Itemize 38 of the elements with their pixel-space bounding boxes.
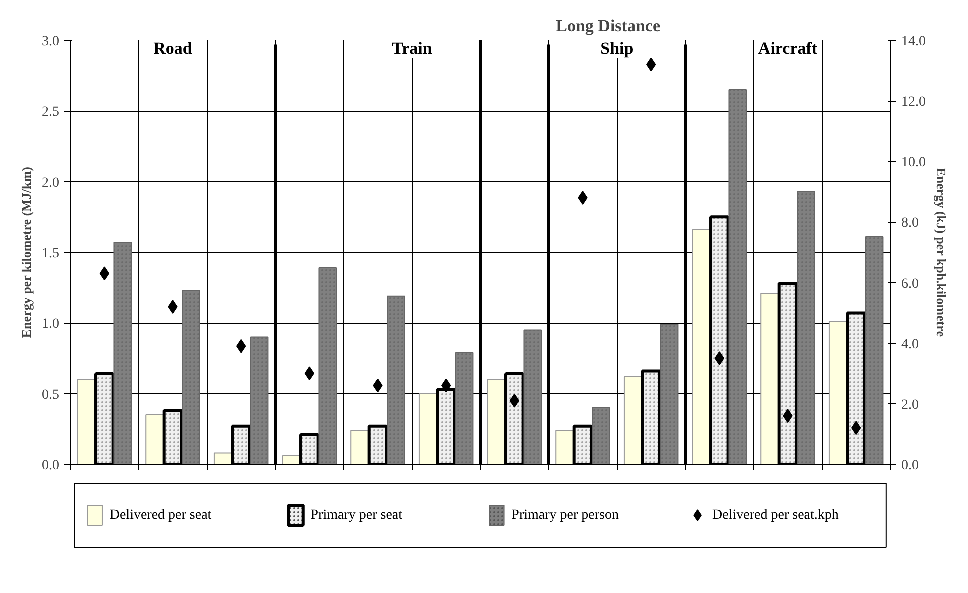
y-tick-label: 1.5 [42,246,60,262]
point [714,352,724,366]
y2-tick-label: 2.0 [902,398,919,413]
bar [692,229,711,464]
y2-axis-title: Energy (kJ) per kph.kilometre [934,168,949,338]
bar [624,376,642,464]
y-tick-label: 1.0 [42,317,60,332]
bar [146,414,164,464]
bar [556,430,574,464]
y-tick-label: 2.5 [42,105,60,120]
y2-tick-label: 14.0 [902,34,926,50]
bar [214,452,232,464]
y2-tick-label: 0.0 [902,458,919,474]
y-tick-label: 0.0 [42,458,60,474]
bar [760,292,779,464]
y2-tick-label: 10.0 [902,156,926,171]
annotation: Road [154,39,193,58]
y-axis-title: Energy per kilometre (MJ/km) [19,167,34,338]
y-tick-label: 0.5 [42,388,60,403]
y2-tick-label: 8.0 [902,216,919,232]
y2-tick-label: 6.0 [902,276,919,292]
y2-tick-label: 4.0 [902,337,919,352]
y-tick-label: 2.0 [42,176,60,191]
y-tick-label: 3.0 [42,34,60,50]
legend-label: Delivered per seat [110,508,212,523]
annotation: Train [392,39,433,58]
legend-label: Primary per seat [310,508,403,523]
legend-label: Delivered per seat.kph [712,508,839,523]
text: Long Distance [556,16,661,36]
y2-tick-label: 12.0 [902,95,926,110]
bar [350,430,369,464]
bar [487,379,506,464]
bar [418,393,438,464]
legend-label: Primary per person [512,508,619,523]
bar [828,321,848,464]
annotation: Ship [600,39,634,58]
bar [77,379,96,464]
annotation: Aircraft [758,39,818,58]
